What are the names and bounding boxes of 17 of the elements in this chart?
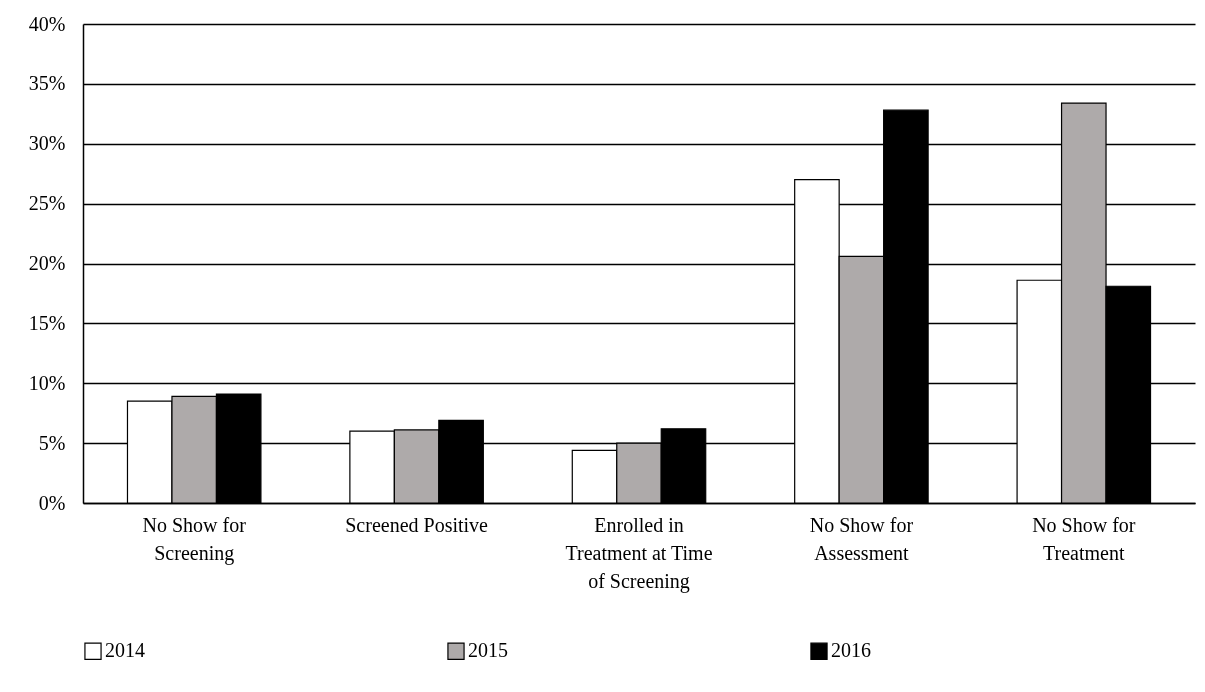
x-tick-label: Enrolled in Treatment at Time of Screening — [565, 513, 713, 593]
y-tick-label: 10% — [28, 371, 66, 394]
legend-label: 2016 — [831, 639, 871, 662]
y-tick-label: 40% — [28, 12, 66, 35]
legend-label: 2014 — [105, 639, 145, 662]
y-tick-label: 35% — [28, 72, 66, 95]
x-tick-label: No Show for Assessment — [809, 513, 914, 564]
y-tick-label: 30% — [28, 132, 66, 155]
y-tick-label: 5% — [38, 431, 66, 454]
y-tick-label: 15% — [28, 311, 66, 334]
x-tick-label: No Show for Treatment — [1032, 513, 1136, 564]
y-tick-label: 20% — [28, 252, 66, 274]
x-tick-label: Screened Positive — [345, 513, 489, 536]
y-tick-label: 0% — [38, 491, 66, 514]
legend-label: 2015 — [468, 639, 508, 662]
y-tick-label: 25% — [28, 192, 66, 215]
x-tick-label: No Show for Screening — [142, 513, 247, 565]
